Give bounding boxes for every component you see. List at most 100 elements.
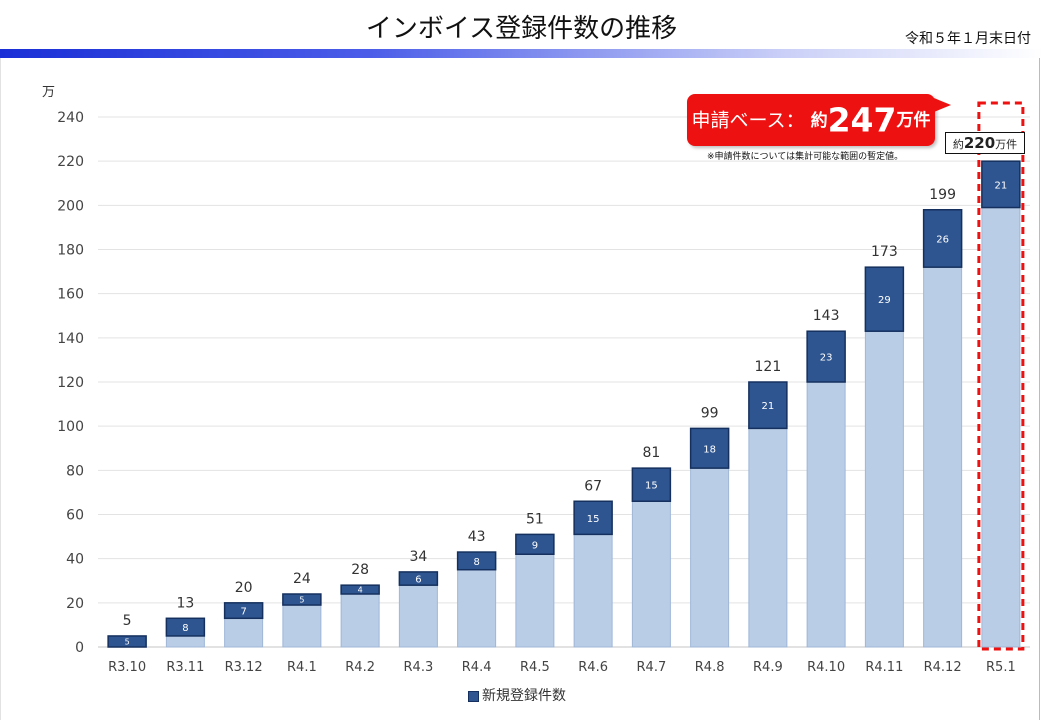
y-tick-label: 80 xyxy=(66,463,84,479)
bar-base xyxy=(864,330,904,648)
bar-total-label: 24 xyxy=(293,571,311,587)
bar-base xyxy=(748,427,788,648)
bar-new xyxy=(748,381,788,430)
bar-total-label: 51 xyxy=(526,511,544,527)
bar-total-label: 20 xyxy=(235,580,253,596)
bar-new-label: 21 xyxy=(762,401,775,412)
y-tick-label: 240 xyxy=(57,110,84,126)
bar-base xyxy=(340,593,380,648)
x-tick-label: R4.5 xyxy=(520,660,550,675)
x-tick-label: R4.4 xyxy=(462,660,492,675)
bar-new xyxy=(340,584,380,595)
bar-new-label: 4 xyxy=(358,586,363,595)
y-tick-label: 160 xyxy=(57,287,84,303)
x-tick-label: R4.11 xyxy=(865,660,903,675)
bar-base xyxy=(282,604,322,648)
bar-new-label: 5 xyxy=(125,637,130,646)
application-base-callout: 申請ベース： 約247万件 xyxy=(687,94,935,146)
bar-base xyxy=(573,533,613,648)
x-tick-label: R4.8 xyxy=(695,660,725,675)
bar-total-label: 5 xyxy=(123,613,132,629)
bar-total-label: 43 xyxy=(468,529,486,545)
x-tick-label: R5.1 xyxy=(986,660,1016,675)
bar-new xyxy=(922,209,963,268)
x-tick-label: R4.7 xyxy=(637,660,667,675)
bar-new-label: 9 xyxy=(532,540,538,551)
bar-new-label: 8 xyxy=(182,623,188,634)
x-tick-label: R4.3 xyxy=(404,660,434,675)
bar-new xyxy=(806,330,846,383)
x-tick-label: R4.6 xyxy=(578,660,608,675)
bar-total-label: 13 xyxy=(176,595,194,611)
bar-base xyxy=(398,584,438,648)
callout-label: 申請ベース： xyxy=(691,109,805,132)
chart-legend: 新規登録件数 xyxy=(468,685,566,705)
bar-new-label: 5 xyxy=(299,596,304,605)
highlight-dashed-box xyxy=(977,101,1025,651)
bar-total-label: 173 xyxy=(871,244,898,260)
y-axis-unit-label: 万 xyxy=(42,85,55,100)
estimate-box: 約220万件 xyxy=(945,132,1025,154)
bar-total-label: 28 xyxy=(351,562,369,578)
bar-new xyxy=(631,467,672,502)
x-tick-label: R4.9 xyxy=(753,660,783,675)
bar-base xyxy=(806,381,846,648)
estimate-prefix: 約 xyxy=(952,138,964,151)
bar-new xyxy=(573,500,613,536)
x-tick-label: R4.2 xyxy=(345,660,375,675)
y-tick-label: 200 xyxy=(57,198,84,214)
bar-new-label: 23 xyxy=(820,353,833,364)
bar-new xyxy=(456,551,497,571)
bar-new-label: 6 xyxy=(415,575,421,586)
bar-base xyxy=(981,207,1021,648)
bar-total-label: 121 xyxy=(755,359,782,375)
y-tick-label: 40 xyxy=(66,552,84,568)
bar-new-label: 8 xyxy=(473,557,479,568)
bar-base xyxy=(457,569,497,648)
legend-label: 新規登録件数 xyxy=(482,688,566,704)
legend-swatch xyxy=(468,690,479,702)
x-tick-label: R3.11 xyxy=(166,660,204,675)
bar-new-label: 18 xyxy=(703,444,716,455)
bar-total-label: 199 xyxy=(929,187,956,203)
y-tick-label: 60 xyxy=(66,508,84,524)
estimate-number: 220 xyxy=(963,134,996,152)
bar-new-label: 21 xyxy=(995,180,1008,191)
bar-new xyxy=(864,266,905,332)
bar-new xyxy=(981,160,1021,209)
bar-new-label: 26 xyxy=(936,234,949,245)
y-tick-label: 120 xyxy=(57,375,84,391)
x-tick-label: R4.1 xyxy=(287,660,317,675)
bar-base xyxy=(631,500,671,648)
y-tick-label: 20 xyxy=(66,596,84,612)
bar-new xyxy=(689,427,730,469)
bar-total-label: 34 xyxy=(409,549,427,565)
y-tick-label: 180 xyxy=(57,243,84,259)
y-tick-label: 100 xyxy=(57,419,84,435)
callout-unit: 万件 xyxy=(896,110,931,131)
y-tick-label: 0 xyxy=(75,640,84,656)
estimate-unit: 万件 xyxy=(995,138,1018,151)
bar-new-label: 15 xyxy=(645,481,658,492)
date-label: 令和５年１月末日付 xyxy=(905,31,1031,47)
slide-frame xyxy=(0,58,1040,720)
bar-new xyxy=(165,617,206,637)
bar-base xyxy=(224,617,264,648)
bar-new xyxy=(398,571,439,586)
callout-number: 247 xyxy=(827,100,897,140)
x-tick-label: R3.10 xyxy=(108,660,146,675)
page-title: インボイス登録件数の推移 xyxy=(365,14,678,44)
bar-total-label: 81 xyxy=(642,445,660,461)
bar-new xyxy=(282,593,322,606)
callout-text: 申請ベース： 約247万件 xyxy=(687,94,935,146)
x-tick-label: R3.12 xyxy=(225,660,263,675)
x-tick-label: R4.10 xyxy=(807,660,845,675)
bar-total-label: 67 xyxy=(584,478,602,494)
bar-base xyxy=(690,467,730,648)
y-tick-label: 140 xyxy=(57,331,84,347)
bar-total-label: 143 xyxy=(813,308,840,324)
bar-base xyxy=(165,635,205,648)
x-tick-label: R4.12 xyxy=(924,660,962,675)
bar-new xyxy=(223,602,264,620)
